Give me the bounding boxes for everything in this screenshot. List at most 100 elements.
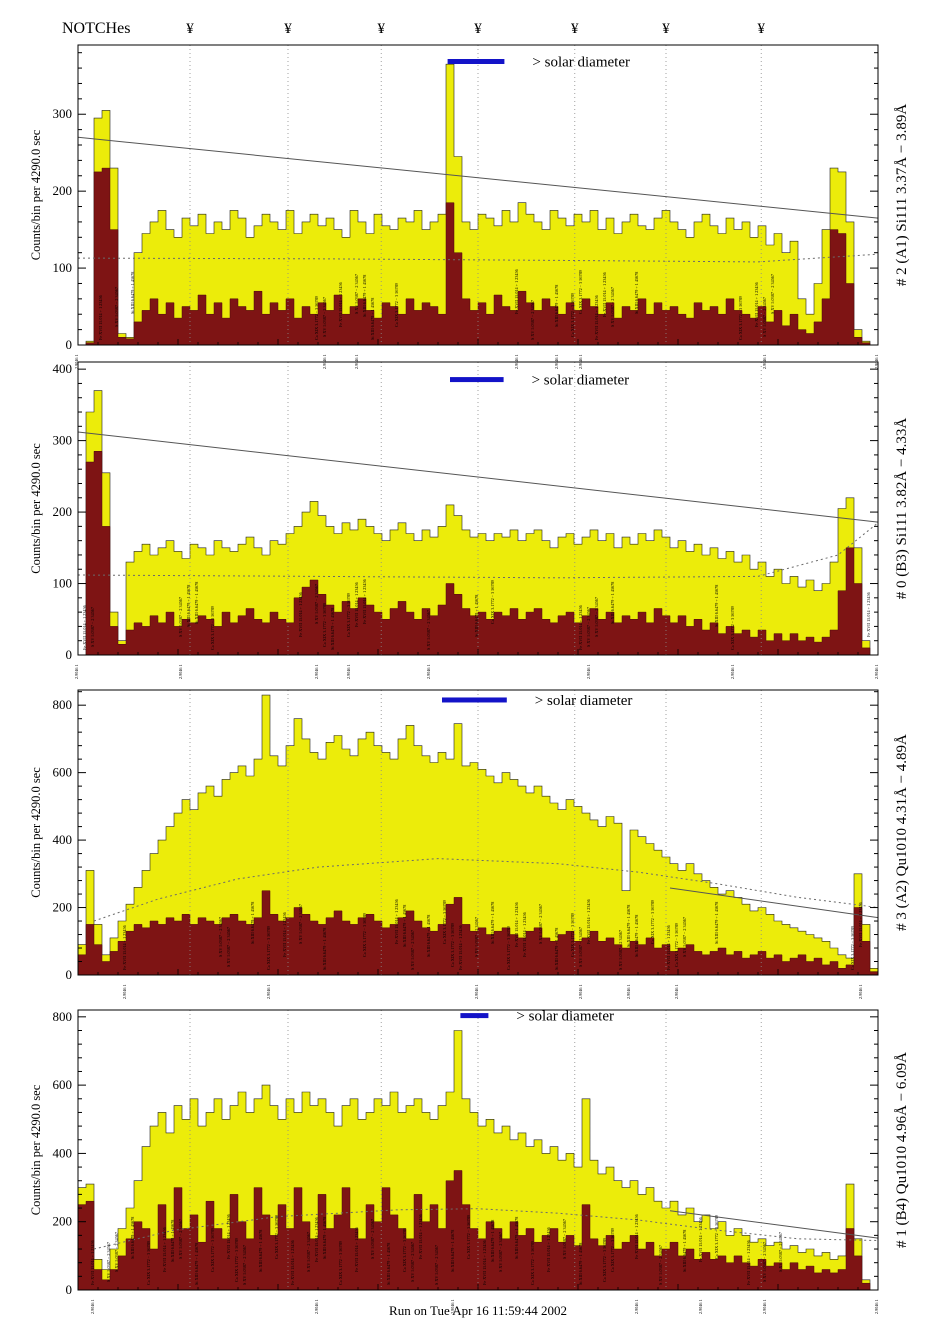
spectral-line-label: Si XIII 6.6479 + 1 45678 bbox=[634, 915, 639, 957]
spectral-line-label: Ca XIX 3.1772 − 3 56789 bbox=[210, 606, 215, 650]
notches-title: NOTCHes bbox=[62, 20, 130, 37]
spectral-line-label: Fe XVII 15.014 + 1 23456 bbox=[586, 899, 591, 944]
y-tick-label: 400 bbox=[53, 1145, 73, 1160]
spectral-line-label: S XV 5.0387 − 2 34567 bbox=[434, 1245, 439, 1285]
spectral-line-label: Si XIII 6.6479 + 1 45678 bbox=[634, 272, 639, 314]
spectral-line-label: S XV 5.0387 − 2 34567 bbox=[474, 917, 479, 957]
spectral-line-label-blue: S XV 5.0387 − 2 34567 bbox=[578, 927, 583, 967]
spectral-line-label: S XV 5.0387 − 2 34567 bbox=[306, 1232, 311, 1272]
spectral-line-label: S XV 5.0387 − 2 34567 bbox=[178, 597, 183, 637]
axis-annotation: 2.9046 1 bbox=[314, 664, 319, 679]
axis-annotation: 2.9046 1 bbox=[178, 664, 183, 679]
spectral-line-label: S XV 5.0387 − 2 34567 bbox=[114, 1232, 119, 1272]
spectral-line-label: Fe XVII 15.014 + 1 23456 bbox=[514, 269, 519, 314]
spectrum-panel-0: 0 100 200 300 > solar diameter Fe XVII 15.014… bbox=[29, 44, 910, 369]
axis-annotation: 2.9046 1 bbox=[314, 1299, 319, 1314]
y-axis-title: Counts/bin per 4290.0 sec bbox=[29, 443, 43, 574]
spectral-line-label: S XV 5.0387 − 2 34567 bbox=[530, 300, 535, 340]
notch-marker-icon: ¥ bbox=[474, 21, 482, 37]
run-timestamp-caption: Run on Tue Apr 16 11:59:44 2002 bbox=[389, 1303, 567, 1318]
spectral-line-label-blue: Si XIII 6.6479 + 1 45678 bbox=[714, 585, 719, 627]
axis-annotation: 2.9046 1 bbox=[74, 664, 79, 679]
spectral-line-label: Ca XIX 3.1772 − 3 56789 bbox=[850, 926, 855, 970]
spectral-line-label: S XV 5.0387 − 2 34567 bbox=[178, 1219, 183, 1259]
solar-diameter-label: > solar diameter bbox=[532, 55, 630, 71]
spectral-line-label: Fe XVII 15.014 + 1 23456 bbox=[290, 1240, 295, 1285]
spectral-line-label-blue: Si XIII 6.6479 + 1 45678 bbox=[186, 585, 191, 627]
y-tick-label: 600 bbox=[53, 1077, 73, 1092]
spectral-line-label: Si XIII 6.6479 + 1 45678 bbox=[194, 582, 199, 624]
spectral-line-label: S XV 5.0387 − 2 34567 bbox=[610, 287, 615, 327]
spectral-line-label: Si XIII 6.6479 + 1 45678 bbox=[386, 1243, 391, 1285]
spectral-line-label: Ca XIX 3.1772 − 3 56789 bbox=[578, 270, 583, 314]
spectral-line-label: S XV 5.0387 − 2 34567 bbox=[778, 1232, 783, 1272]
spectral-line-label: S XV 5.0387 − 2 34567 bbox=[410, 930, 415, 970]
spectral-line-label-blue: Fe XVII 15.014 + 1 23456 bbox=[698, 1217, 703, 1262]
spectral-line-label: Si XIII 6.6479 + 1 45678 bbox=[250, 902, 255, 944]
spectral-line-label-blue: Ca XIX 3.1772 − 3 56789 bbox=[450, 923, 455, 967]
spectral-line-label: S XV 5.0387 − 2 34567 bbox=[426, 610, 431, 650]
notch-marker-icon: ¥ bbox=[186, 21, 194, 37]
y-tick-label: 200 bbox=[53, 504, 73, 519]
axis-annotation: 2.9046 1 bbox=[874, 1299, 879, 1314]
spectral-line-label: S XV 5.0387 − 2 34567 bbox=[538, 904, 543, 944]
spectral-line-label: S XV 5.0387 − 2 34567 bbox=[658, 1245, 663, 1285]
solar-diameter-bar bbox=[460, 1013, 489, 1019]
spectral-line-label: Si XIII 6.6479 + 1 45678 bbox=[258, 1230, 263, 1272]
spectral-line-label: Ca XIX 3.1772 − 3 56789 bbox=[730, 606, 735, 650]
spectral-line-label: Si XIII 6.6479 + 1 45678 bbox=[130, 1217, 135, 1259]
spectral-line-label: Fe XVII 15.014 + 1 23456 bbox=[634, 1214, 639, 1259]
spectral-line-label: Fe XVII 15.014 + 1 23456 bbox=[418, 1214, 423, 1259]
histogram-background bbox=[77, 890, 879, 976]
spectral-line-label-blue: S XV 5.0387 − 2 34567 bbox=[762, 1242, 767, 1282]
notch-marker-icon: ¥ bbox=[662, 21, 670, 37]
axis-annotation: 2.9046 1 bbox=[762, 1299, 767, 1314]
spectral-line-label: Fe XVII 15.014 + 1 23456 bbox=[298, 592, 303, 637]
spectral-line-label-blue: Si XIII 6.6479 + 1 45678 bbox=[626, 905, 631, 947]
spectral-line-label: Si XIII 6.6479 + 1 45678 bbox=[578, 1243, 583, 1285]
axis-annotation: 2.9046 1 bbox=[474, 984, 479, 999]
spectral-line-label: Fe XVII 15.014 + 1 23456 bbox=[338, 282, 343, 327]
spectral-line-label-blue: Fe XVII 15.014 + 1 23456 bbox=[514, 902, 519, 947]
y-tick-label: 800 bbox=[53, 697, 73, 712]
spectral-line-label: S XV 5.0387 − 2 34567 bbox=[562, 1219, 567, 1259]
axis-annotation: 2.9046 1 bbox=[266, 984, 271, 999]
spectral-line-label: Si XIII 6.6479 + 1 45678 bbox=[370, 298, 375, 340]
spectral-line-label: Ca XIX 3.1772 − 3 56789 bbox=[346, 593, 351, 637]
spectral-line-label: S XV 5.0387 − 2 34567 bbox=[114, 287, 119, 327]
spectral-line-label: Fe XVII 15.014 + 1 23456 bbox=[162, 1227, 167, 1272]
spectral-line-label: Fe XVII 15.014 + 1 23456 bbox=[754, 282, 759, 327]
spectral-line-label: Fe XVII 15.014 + 1 23456 bbox=[546, 1227, 551, 1272]
spectral-line-label: Si XIII 6.6479 + 1 45678 bbox=[450, 1230, 455, 1272]
y-axis-title: Counts/bin per 4290.0 sec bbox=[29, 129, 43, 260]
spectral-line-label: Ca XIX 3.1772 − 3 56789 bbox=[274, 1215, 279, 1259]
notches-row: NOTCHes ¥ ¥ ¥ ¥ ¥ ¥ ¥ bbox=[62, 20, 765, 37]
solar-diameter-label: > solar diameter bbox=[535, 693, 633, 709]
y-tick-label: 600 bbox=[53, 765, 73, 780]
axis-annotation: 2.9046 1 bbox=[730, 664, 735, 679]
spectral-line-label: S XV 5.0387 − 2 34567 bbox=[298, 904, 303, 944]
y-tick-label: 200 bbox=[53, 1214, 73, 1229]
spectral-line-label: Ca XIX 3.1772 − 3 56789 bbox=[146, 1241, 151, 1285]
spectral-line-label: Ca XIX 3.1772 − 3 56789 bbox=[394, 283, 399, 327]
spectral-line-label: Fe XVII 15.014 + 1 23456 bbox=[666, 925, 671, 970]
y-axis-title: Counts/bin per 4290.0 sec bbox=[29, 1084, 43, 1215]
spectral-line-label-blue: Si XIII 6.6479 + 1 45678 bbox=[170, 1220, 175, 1262]
spectral-line-label: Si XIII 6.6479 + 1 45678 bbox=[130, 272, 135, 314]
spectral-line-label-blue: S XV 5.0387 − 2 34567 bbox=[226, 927, 231, 967]
spectral-line-label: Fe XVII 15.014 + 1 23456 bbox=[394, 899, 399, 944]
axis-annotation: 2.9046 1 bbox=[578, 984, 583, 999]
spectrum-panel-1: 0 100 200 300 400 > solar diameter Fe XVII 15.… bbox=[29, 361, 910, 679]
spectral-line-label: Si XIII 6.6479 + 1 45678 bbox=[610, 582, 615, 624]
axis-annotation: 2.9046 1 bbox=[586, 664, 591, 679]
notch-marker-icon: ¥ bbox=[284, 21, 292, 37]
spectral-line-label: Ca XIX 3.1772 − 3 56789 bbox=[210, 1228, 215, 1272]
axis-annotation: 2.9046 1 bbox=[450, 1299, 455, 1314]
spectral-line-label: Fe XVII 15.014 + 1 23456 bbox=[362, 579, 367, 624]
spectral-line-label-blue: Fe XVII 15.014 + 1 23456 bbox=[354, 582, 359, 627]
spectral-line-label: S XV 5.0387 − 2 34567 bbox=[218, 917, 223, 957]
y-tick-label: 100 bbox=[53, 576, 73, 591]
spectral-line-label: Ca XIX 3.1772 − 3 56789 bbox=[266, 926, 271, 970]
spectral-line-label-blue: Si XIII 6.6479 + 1 45678 bbox=[402, 905, 407, 947]
spectral-line-label-blue: S XV 5.0387 − 2 34567 bbox=[586, 607, 591, 647]
